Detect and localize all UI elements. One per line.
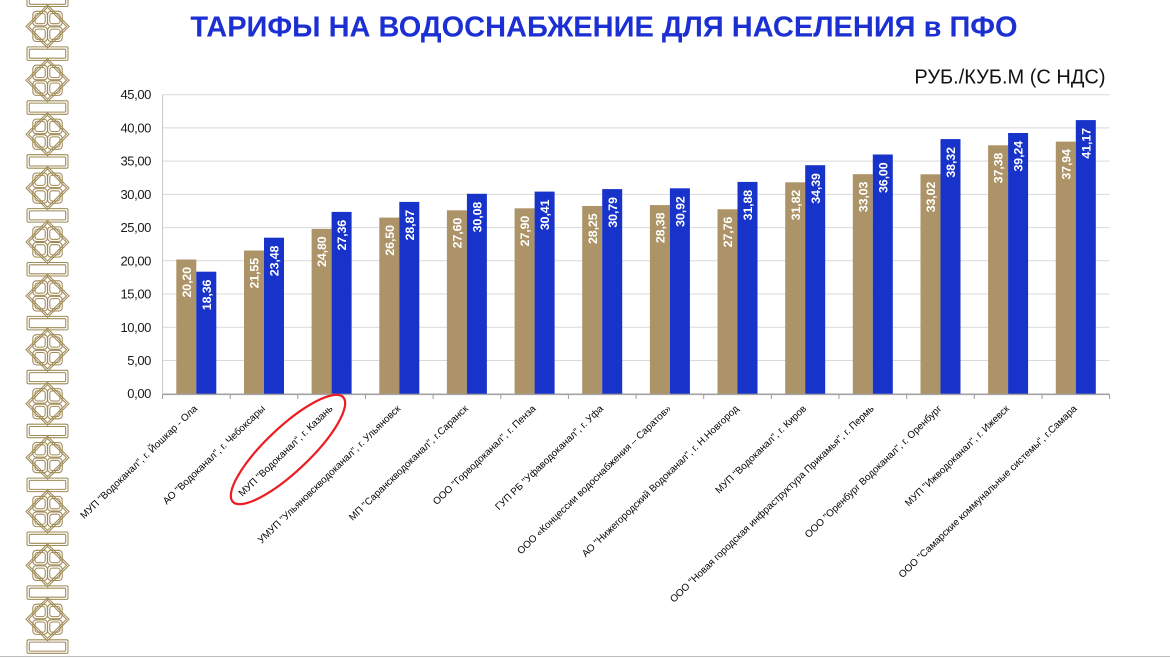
svg-text:41,17: 41,17	[1079, 128, 1093, 159]
svg-text:45,00: 45,00	[120, 87, 151, 102]
svg-text:30,92: 30,92	[674, 196, 688, 227]
svg-text:ГУП РБ "Уфаводоканал", г. Уфа: ГУП РБ "Уфаводоканал", г. Уфа	[493, 403, 606, 513]
svg-text:20,00: 20,00	[120, 253, 151, 268]
svg-text:31,82: 31,82	[789, 190, 803, 221]
svg-text:28,38: 28,38	[654, 212, 668, 243]
svg-text:10,00: 10,00	[120, 320, 151, 335]
svg-text:30,08: 30,08	[471, 202, 485, 233]
svg-text:МУП "Водоканал", г. Йошкар - О: МУП "Водоканал", г. Йошкар - Ола	[78, 402, 201, 521]
svg-text:15,00: 15,00	[120, 287, 151, 302]
svg-text:24,80: 24,80	[315, 236, 329, 267]
svg-text:33,03: 33,03	[856, 181, 870, 212]
svg-text:30,41: 30,41	[538, 199, 552, 230]
svg-text:39,24: 39,24	[1012, 141, 1026, 172]
svg-text:АО "Нижегородский Водоканал",: АО "Нижегородский Водоканал", г. Н.Новго…	[580, 403, 741, 559]
svg-text:27,36: 27,36	[335, 220, 349, 251]
svg-text:37,38: 37,38	[992, 153, 1006, 184]
svg-text:30,00: 30,00	[120, 187, 151, 202]
svg-text:18,36: 18,36	[200, 279, 214, 310]
svg-text:28,87: 28,87	[403, 210, 417, 241]
svg-text:0,00: 0,00	[127, 386, 151, 401]
svg-text:31,88: 31,88	[741, 190, 755, 221]
svg-text:37,94: 37,94	[1059, 149, 1073, 180]
svg-text:МП "Саранскводоканал", г.Саран: МП "Саранскводоканал", г.Саранск	[347, 403, 471, 523]
svg-text:23,48: 23,48	[268, 245, 282, 276]
svg-text:21,55: 21,55	[248, 258, 262, 289]
svg-text:УМУП "Ульяновскводоканал", г.: УМУП "Ульяновскводоканал", г. Ульяновск	[256, 403, 404, 546]
svg-text:РУБ./КУБ.М (С НДС): РУБ./КУБ.М (С НДС)	[914, 67, 1105, 89]
svg-text:27,60: 27,60	[451, 218, 465, 249]
svg-text:ООО "Оренбург Водоканал", г. О: ООО "Оренбург Водоканал", г. Оренбург	[803, 403, 945, 540]
svg-text:ООО «Концессии водоснабжения –: ООО «Концессии водоснабжения – Саратов»	[515, 403, 674, 557]
svg-text:30,79: 30,79	[606, 197, 620, 228]
svg-text:27,90: 27,90	[518, 216, 532, 247]
svg-text:36,00: 36,00	[876, 162, 890, 193]
svg-text:27,76: 27,76	[721, 217, 735, 248]
svg-text:38,32: 38,32	[944, 147, 958, 178]
svg-text:ТАРИФЫ НА ВОДОСНАБЖЕНИЕ ДЛЯ НА: ТАРИФЫ НА ВОДОСНАБЖЕНИЕ ДЛЯ НАСЕЛЕНИЯ в …	[190, 12, 1017, 44]
svg-text:20,20: 20,20	[180, 267, 194, 298]
svg-text:25,00: 25,00	[120, 220, 151, 235]
svg-text:40,00: 40,00	[120, 120, 151, 135]
svg-text:5,00: 5,00	[127, 353, 151, 368]
svg-text:33,02: 33,02	[924, 182, 938, 213]
svg-text:35,00: 35,00	[120, 154, 151, 169]
svg-text:26,50: 26,50	[383, 225, 397, 256]
svg-text:28,25: 28,25	[586, 213, 600, 244]
svg-text:34,39: 34,39	[809, 173, 823, 204]
